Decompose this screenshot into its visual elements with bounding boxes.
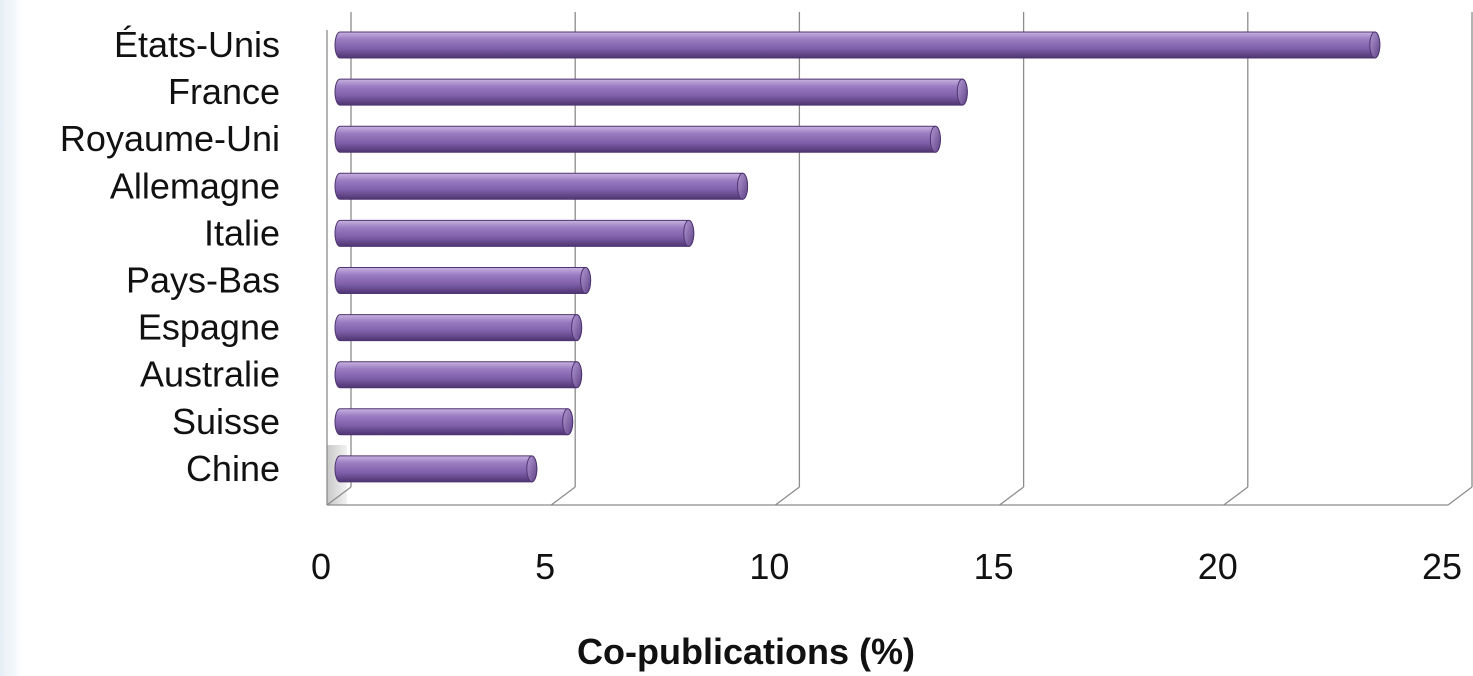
category-labels: États-Unis France Royaume-Uni Allemagne Ital… — [60, 24, 280, 489]
category-label: États-Unis — [114, 24, 280, 65]
tick-label: 25 — [1422, 546, 1462, 587]
bar — [334, 172, 749, 200]
tick-label: 0 — [311, 546, 331, 587]
gridline-floor — [1447, 486, 1473, 506]
tick-label: 10 — [749, 546, 789, 587]
bar — [334, 219, 695, 247]
bar — [334, 314, 583, 342]
category-label: Allemagne — [110, 165, 280, 206]
gridline-floor — [1223, 486, 1249, 506]
bar — [334, 455, 538, 483]
gridline-floor — [326, 486, 352, 506]
bar — [334, 78, 968, 106]
tick-label: 20 — [1198, 546, 1238, 587]
tick-label: 15 — [974, 546, 1014, 587]
category-label: Espagne — [138, 307, 280, 348]
category-label: Pays-Bas — [126, 260, 280, 301]
category-label: Australie — [140, 354, 280, 395]
tick-labels: 0 5 10 15 20 25 — [311, 546, 1462, 587]
category-label: France — [168, 71, 280, 112]
bar — [334, 31, 1381, 59]
bar — [334, 125, 941, 153]
category-label: Chine — [186, 448, 280, 489]
category-label: Italie — [204, 212, 280, 253]
category-label: Suisse — [172, 401, 280, 442]
bar — [334, 361, 583, 389]
x-axis-title: Co-publications (%) — [577, 631, 915, 672]
tick-label: 5 — [535, 546, 555, 587]
gridline-floor — [999, 486, 1024, 506]
side-strip — [0, 0, 22, 676]
gridline-floor — [775, 486, 800, 506]
bar — [334, 267, 592, 294]
gridline-floor — [550, 486, 576, 506]
bar — [334, 408, 574, 436]
bars-layer — [334, 31, 1381, 483]
category-label: Royaume-Uni — [60, 118, 280, 159]
